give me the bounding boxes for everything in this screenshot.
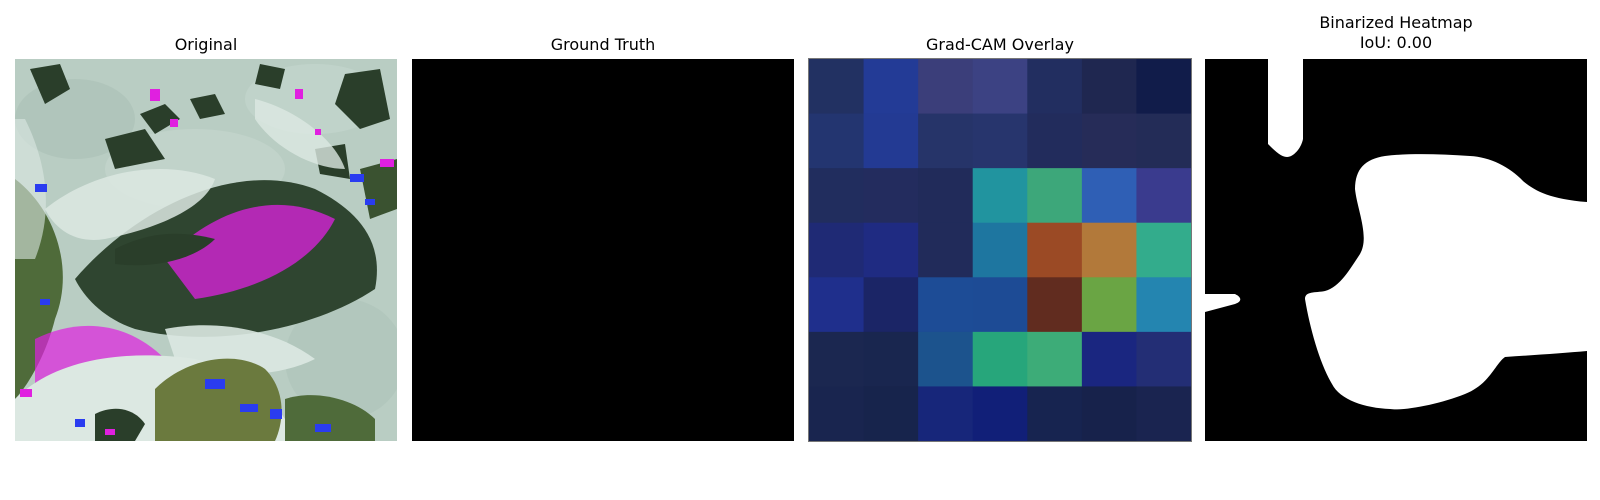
gradcam-cell-0-1: [863, 59, 919, 115]
gradcam-cell-2-1: [863, 168, 919, 224]
gradcam-cell-4-6: [1136, 277, 1191, 333]
gradcam-cell-2-0: [809, 168, 865, 224]
gradcam-cell-1-6: [1136, 113, 1191, 169]
gradcam-cell-6-0: [809, 386, 865, 441]
gradcam-cell-6-2: [918, 386, 974, 441]
gradcam-cell-2-2: [918, 168, 974, 224]
binarized-heatmap-title: Binarized Heatmap IoU: 0.00: [1205, 13, 1587, 53]
gradcam-cell-3-6: [1136, 222, 1191, 278]
gradcam-overlay-title: Grad-CAM Overlay: [926, 35, 1074, 54]
gradcam-cell-1-5: [1081, 113, 1137, 169]
gradcam-cell-6-3: [972, 386, 1028, 441]
blue-specks: [35, 174, 375, 432]
gradcam-cell-6-6: [1136, 386, 1191, 441]
gradcam-cell-3-0: [809, 222, 865, 278]
gradcam-cell-0-5: [1081, 59, 1137, 115]
gradcam-cell-3-5: [1081, 222, 1137, 278]
gradcam-cell-5-4: [1027, 331, 1083, 387]
gradcam-cell-2-6: [1136, 168, 1191, 224]
gradcam-cell-5-6: [1136, 331, 1191, 387]
gradcam-cell-0-3: [972, 59, 1028, 115]
gradcam-cell-2-3: [972, 168, 1028, 224]
heatmap-top-blob: [1268, 59, 1303, 157]
original-image-svg: [15, 59, 397, 441]
gradcam-cell-0-4: [1027, 59, 1083, 115]
gradcam-cell-0-6: [1136, 59, 1191, 115]
gradcam-cell-4-1: [863, 277, 919, 333]
gradcam-cell-3-4: [1027, 222, 1083, 278]
gradcam-cell-1-3: [972, 113, 1028, 169]
bottom-olive-region: [95, 358, 375, 441]
iou-label: IoU: 0.00: [1359, 33, 1433, 52]
gradcam-cell-5-2: [918, 331, 974, 387]
binarized-heatmap-title-text: Binarized Heatmap: [1319, 13, 1473, 32]
ground-truth-title: Ground Truth: [550, 35, 656, 54]
gradcam-cell-5-0: [809, 331, 865, 387]
gradcam-cell-5-3: [972, 331, 1028, 387]
heatmap-left-nub: [1205, 294, 1241, 312]
gradcam-cell-1-2: [918, 113, 974, 169]
original-title: Original: [174, 35, 238, 54]
heatmap-main-blob: [1305, 154, 1587, 410]
gradcam-cell-6-5: [1081, 386, 1137, 441]
gradcam-cell-3-1: [863, 222, 919, 278]
gradcam-cell-0-0: [809, 59, 865, 115]
gradcam-cell-4-0: [809, 277, 865, 333]
gradcam-cell-3-3: [972, 222, 1028, 278]
gradcam-overlay: [808, 58, 1192, 442]
gradcam-cell-4-5: [1081, 277, 1137, 333]
gradcam-cell-4-2: [918, 277, 974, 333]
original-image: [15, 59, 397, 441]
gradcam-cell-2-5: [1081, 168, 1137, 224]
gradcam-cell-6-4: [1027, 386, 1083, 441]
magenta-specks: [20, 89, 394, 435]
gradcam-cell-5-5: [1081, 331, 1137, 387]
gradcam-cell-1-1: [863, 113, 919, 169]
gradcam-cell-1-0: [809, 113, 865, 169]
binarized-heatmap: [1205, 59, 1587, 441]
ground-truth-mask: [412, 59, 794, 441]
gradcam-cell-4-3: [972, 277, 1028, 333]
gradcam-cell-1-4: [1027, 113, 1083, 169]
gradcam-cell-5-1: [863, 331, 919, 387]
gradcam-cell-4-4: [1027, 277, 1083, 333]
gradcam-grid: [809, 59, 1191, 441]
gradcam-cell-3-2: [918, 222, 974, 278]
binarized-heatmap-svg: [1205, 59, 1587, 441]
gradcam-cell-0-2: [918, 59, 974, 115]
gradcam-cell-6-1: [863, 386, 919, 441]
gradcam-cell-2-4: [1027, 168, 1083, 224]
